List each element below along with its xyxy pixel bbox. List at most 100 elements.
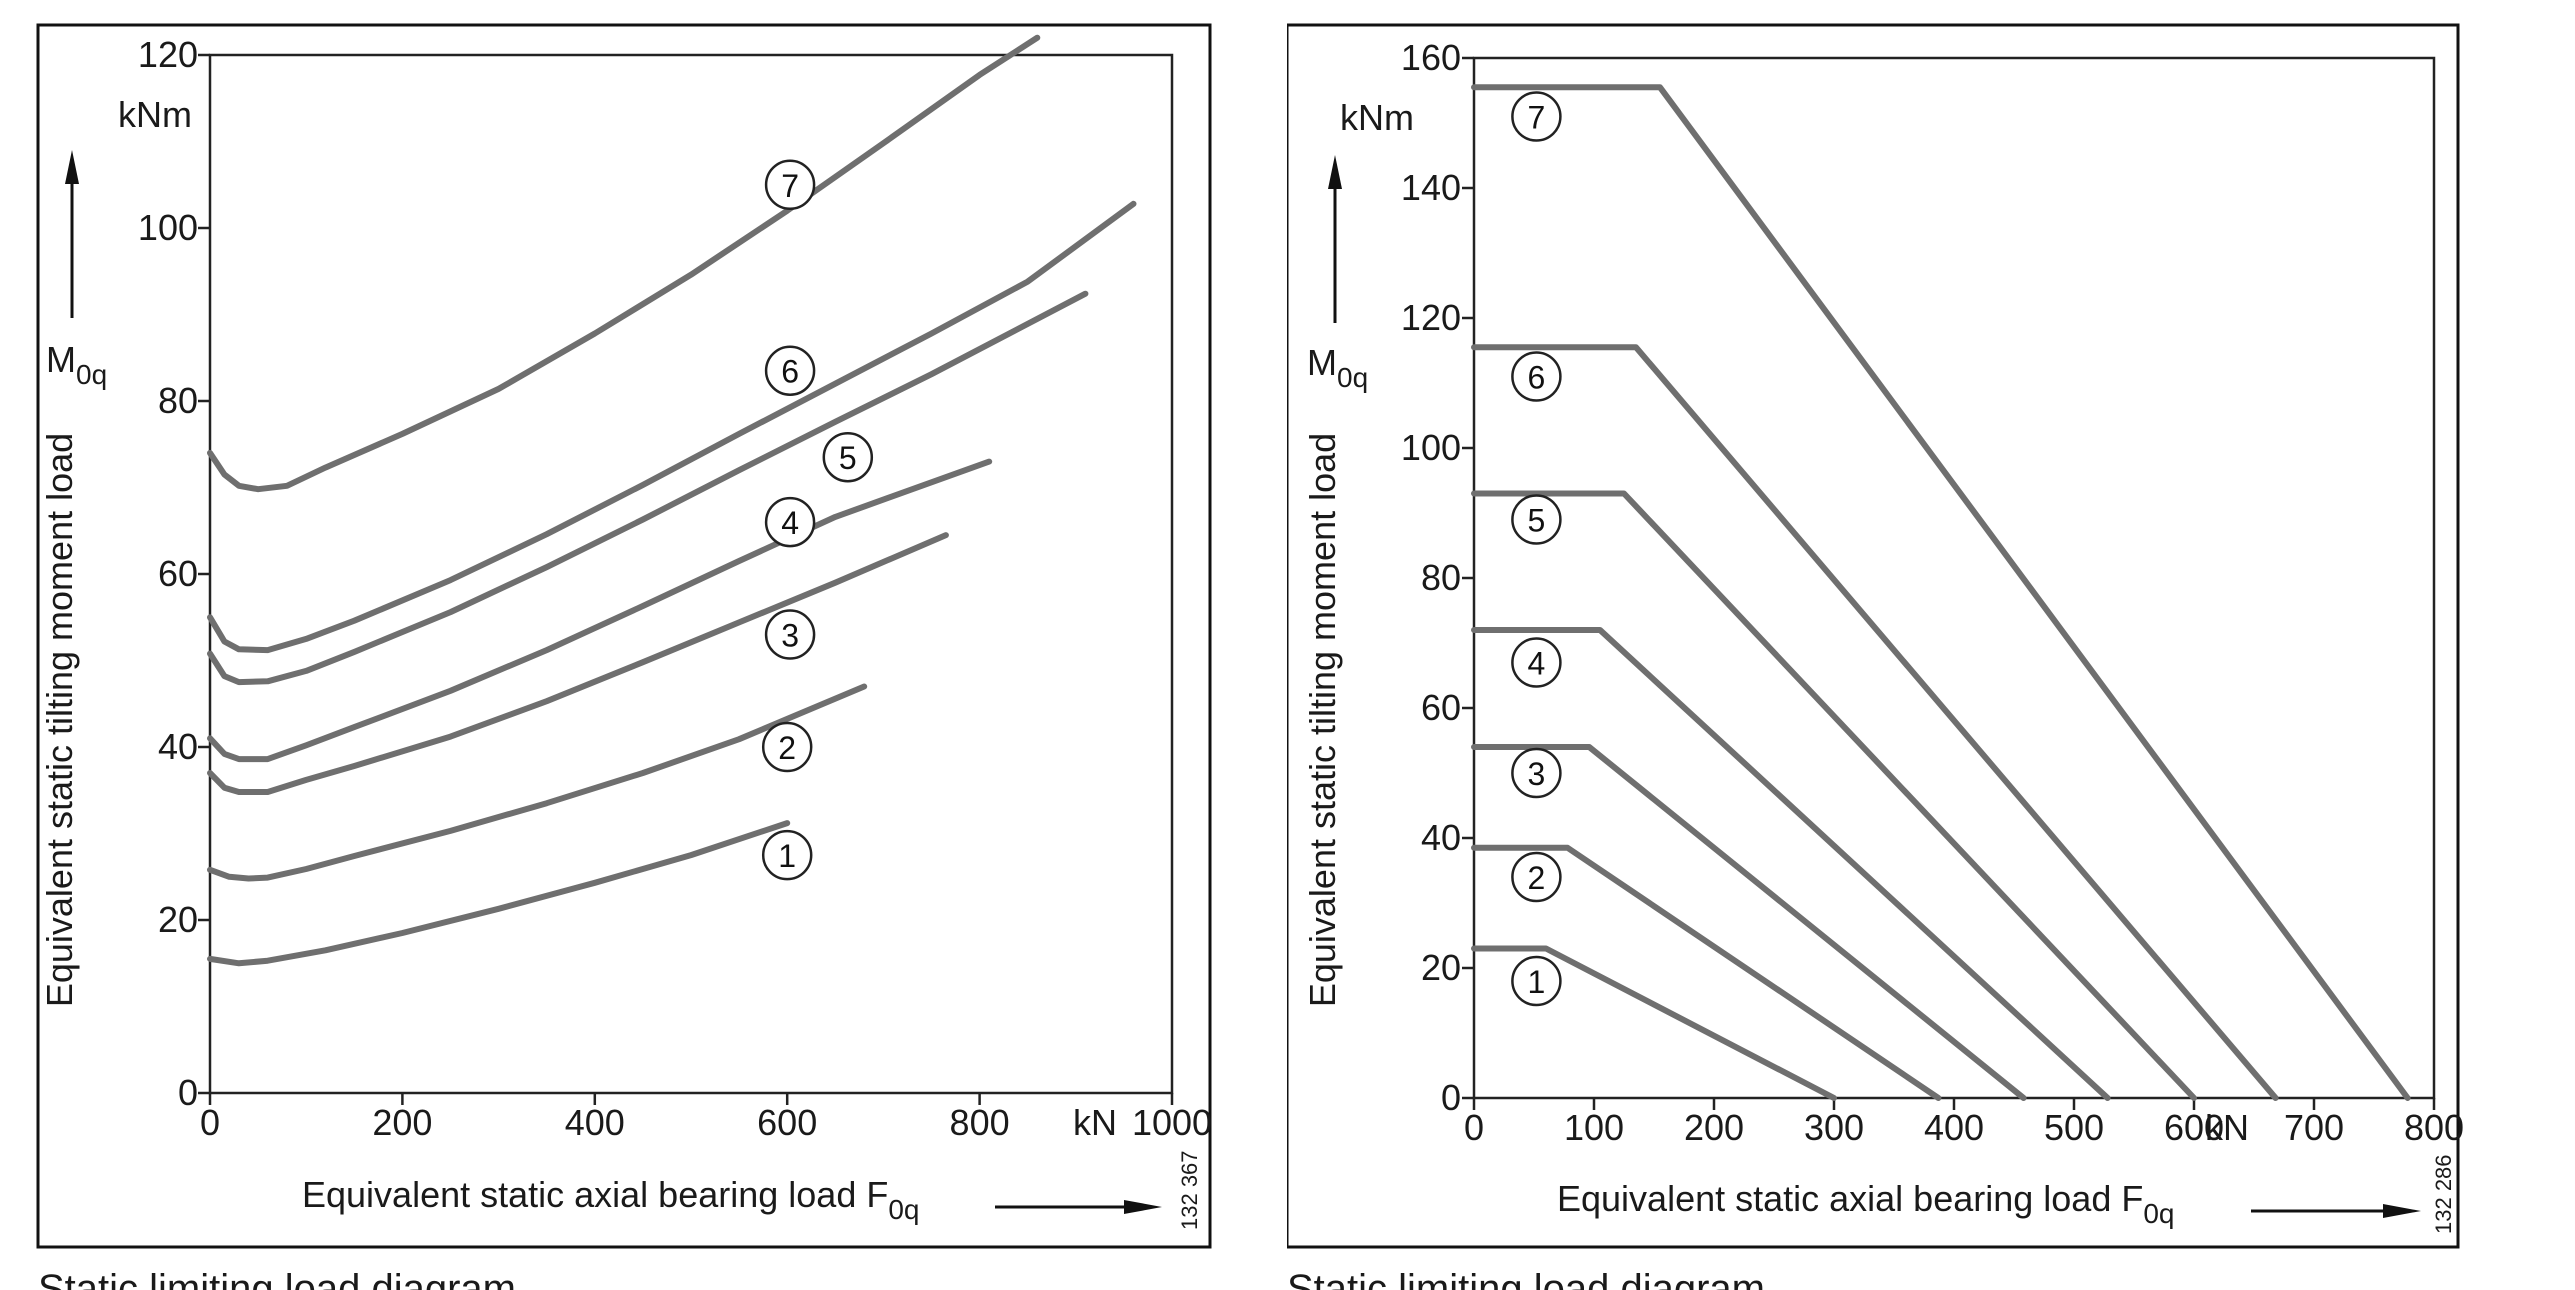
right-series-7-marker-label: 7 (1528, 100, 1546, 136)
right-series-2-line (1471, 844, 1942, 1101)
right-x-tick-label: 400 (1924, 1107, 1984, 1148)
right-series-7-line (1471, 84, 2411, 1101)
left-y-arrow-head (65, 150, 79, 184)
left-x-tick-label: 200 (372, 1102, 432, 1143)
left-plot-area (208, 53, 1174, 1095)
left-y-tick-label: 0 (178, 1072, 198, 1113)
left-chart-caption: Static limiting load diagram (38, 1267, 516, 1290)
right-y-tick-label: 0 (1441, 1077, 1461, 1118)
left-y-tick-label: 100 (138, 207, 198, 248)
left-series-1-line (207, 820, 791, 967)
right-x-symbol: F (2121, 1178, 2143, 1219)
right-series-1-line (1471, 945, 1837, 1101)
left-y-tick-label: 20 (158, 899, 198, 940)
right-x-tick-label: 0 (1464, 1107, 1484, 1148)
left-series-5-marker-label: 5 (839, 440, 857, 476)
left-series-7-marker (764, 159, 816, 210)
left-series-4-line (207, 458, 993, 763)
right-series-4-marker (1511, 637, 1562, 688)
right-series-3-marker (1511, 747, 1562, 799)
right-chart-panel: 0 100 200 300 400 500 600 700 800 0 20 40 60 80 100 120… (1287, 0, 2575, 1290)
left-series-2-marker-label: 2 (778, 730, 796, 766)
right-series-1-marker-label: 1 (1528, 964, 1546, 1000)
left-x-tick-label: 400 (565, 1102, 625, 1143)
right-y-axis-title: Equivalent static tilting moment load (1302, 433, 1343, 1007)
right-y-tick-label: 60 (1421, 687, 1461, 728)
right-y-tick-label: 20 (1421, 947, 1461, 988)
left-series-4-marker-label: 4 (781, 505, 799, 541)
right-y-tick-label: 40 (1421, 817, 1461, 858)
left-series-6-marker (764, 345, 816, 396)
left-x-tick-label: 1000 (1132, 1102, 1212, 1143)
right-series-4-line (1471, 627, 2111, 1101)
right-y-tick-label: 80 (1421, 557, 1461, 598)
left-series-4-marker (764, 496, 816, 548)
left-chart-panel: 0 200 400 600 800 1000 0 20 40 60 80 100 120 kNm kN M0q… (0, 0, 1287, 1290)
left-series-3-marker-label: 3 (781, 618, 799, 654)
right-chart: 0 100 200 300 400 500 600 700 800 0 20 40 60 80 100 120… (1287, 23, 2464, 1290)
right-series-2-marker (1511, 851, 1562, 903)
left-chart-frame (36, 23, 1212, 1249)
left-y-tick-label: 60 (158, 553, 198, 594)
left-x-tick-label: 600 (757, 1102, 817, 1143)
right-y-tick-label: 160 (1401, 37, 1461, 78)
left-x-tick-label: 800 (950, 1102, 1010, 1143)
right-y-tick-label: 100 (1401, 427, 1461, 468)
right-series-1-marker (1511, 955, 1562, 1007)
left-series-7-marker-label: 7 (781, 168, 799, 204)
right-x-tick-label: 100 (1564, 1107, 1624, 1148)
right-x-tick-label: 600 (2164, 1107, 2224, 1148)
left-x-axis-title: Equivalent static axial bearing load F0q (302, 1174, 920, 1225)
right-series-5-marker-label: 5 (1528, 503, 1546, 539)
right-y-tick-label: 120 (1401, 297, 1461, 338)
left-series-6-line (207, 200, 1137, 654)
left-series-1-marker (761, 829, 813, 881)
left-y-symbol: M0q (46, 339, 107, 390)
right-figure-id: 132 286 (2431, 1154, 2456, 1234)
right-series-5-line (1471, 490, 2197, 1101)
right-series-2-marker-label: 2 (1528, 860, 1546, 896)
right-series-3-line (1471, 744, 2027, 1101)
left-series-3-line (207, 532, 949, 795)
right-x-axis-title: Equivalent static axial bearing load F0q (1557, 1178, 2175, 1229)
right-y-arrow-head (1328, 155, 1342, 189)
left-series-3-marker (764, 609, 816, 660)
right-x-tick-label: 200 (1684, 1107, 1744, 1148)
right-series-3-marker-label: 3 (1528, 756, 1546, 792)
left-series-7-line (207, 34, 1041, 493)
right-x-tick-label: 700 (2284, 1107, 2344, 1148)
left-x-unit-label: kN (1073, 1102, 1117, 1143)
right-x-unit-label: kN (2205, 1107, 2249, 1148)
right-series-6-marker (1511, 351, 1562, 402)
left-figure-id: 132 367 (1177, 1150, 1202, 1230)
left-series-6-marker-label: 6 (781, 354, 799, 390)
right-x-tick-label: 800 (2404, 1107, 2464, 1148)
right-y-unit-label: kNm (1340, 97, 1414, 138)
right-chart-caption: Static limiting load diagram (1287, 1267, 1765, 1290)
left-series-1-marker-label: 1 (778, 838, 796, 874)
left-y-tick-label: 40 (158, 726, 198, 767)
left-series-5-line (207, 290, 1089, 686)
right-chart-frame (1287, 23, 2460, 1249)
right-series-6-line (1471, 344, 2279, 1101)
left-y-tick-label: 80 (158, 380, 198, 421)
left-x-symbol: F (866, 1174, 888, 1215)
left-series-5-marker (822, 431, 874, 483)
right-y-symbol: M0q (1307, 342, 1368, 393)
left-x-arrow-head (1124, 1200, 1162, 1214)
right-series-6-marker-label: 6 (1528, 360, 1546, 396)
right-series-7-marker (1511, 91, 1562, 142)
left-y-tick-label: 120 (138, 34, 198, 75)
left-x-tick-label: 0 (200, 1102, 220, 1143)
right-series-5-marker (1511, 494, 1562, 545)
right-y-tick-label: 140 (1401, 167, 1461, 208)
right-x-tick-label: 500 (2044, 1107, 2104, 1148)
right-series-4-marker-label: 4 (1528, 646, 1546, 682)
left-series-2-marker (761, 721, 813, 773)
left-y-axis-title: Equivalent static tilting moment load (39, 433, 80, 1007)
left-series-2-line (207, 683, 868, 882)
left-chart: 0 200 400 600 800 1000 0 20 40 60 80 100 120 kNm kN M0q… (36, 23, 1212, 1290)
right-x-arrow-head (2383, 1204, 2421, 1218)
right-x-tick-label: 300 (1804, 1107, 1864, 1148)
left-y-unit-label: kNm (118, 94, 192, 135)
